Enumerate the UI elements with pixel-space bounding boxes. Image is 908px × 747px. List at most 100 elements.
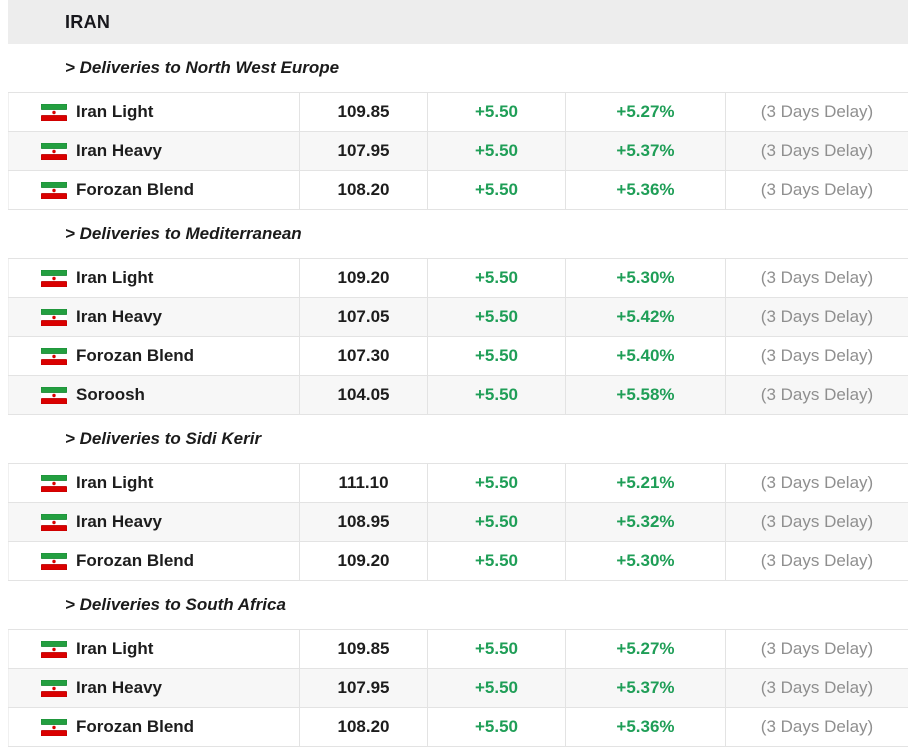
price-table-row[interactable]: Iran Heavy 107.95 +5.50 +5.37% (3 Days D…: [8, 669, 908, 708]
blend-name-cell[interactable]: Soroosh: [8, 376, 299, 414]
change-value: +5.50: [427, 542, 565, 580]
price-value: 109.85: [299, 93, 427, 131]
blend-name-cell[interactable]: Forozan Blend: [8, 708, 299, 746]
change-value: +5.50: [427, 298, 565, 336]
price-value: 111.10: [299, 464, 427, 502]
price-table-row[interactable]: Iran Light 111.10 +5.50 +5.21% (3 Days D…: [8, 464, 908, 503]
percent-change-value: +5.36%: [565, 171, 725, 209]
price-value: 108.20: [299, 171, 427, 209]
price-table-row[interactable]: Iran Light 109.85 +5.50 +5.27% (3 Days D…: [8, 630, 908, 669]
percent-change-value: +5.27%: [565, 93, 725, 131]
percent-change-value: +5.58%: [565, 376, 725, 414]
blend-name-cell[interactable]: Iran Light: [8, 93, 299, 131]
percent-change-value: +5.21%: [565, 464, 725, 502]
blend-name: Iran Light: [76, 102, 154, 121]
iran-flag-icon: [41, 679, 67, 697]
iran-flag-icon: [41, 386, 67, 404]
blend-name-cell[interactable]: Iran Light: [8, 630, 299, 668]
blend-name-cell[interactable]: Forozan Blend: [8, 171, 299, 209]
blend-name: Iran Heavy: [76, 678, 162, 697]
section-title: > Deliveries to North West Europe: [8, 44, 908, 92]
section-title: > Deliveries to South Africa: [8, 581, 908, 629]
change-value: +5.50: [427, 376, 565, 414]
price-value: 108.95: [299, 503, 427, 541]
price-table-row[interactable]: Iran Heavy 107.05 +5.50 +5.42% (3 Days D…: [8, 298, 908, 337]
price-table-row[interactable]: Forozan Blend 109.20 +5.50 +5.30% (3 Day…: [8, 542, 908, 581]
section-rows: Iran Light 109.20 +5.50 +5.30% (3 Days D…: [8, 258, 908, 415]
change-value: +5.50: [427, 259, 565, 297]
delivery-section: > Deliveries to Mediterranean Iran Light…: [8, 210, 908, 415]
percent-change-value: +5.36%: [565, 708, 725, 746]
iran-flag-icon: [41, 513, 67, 531]
iran-flag-icon: [41, 640, 67, 658]
price-value: 108.20: [299, 708, 427, 746]
blend-name-cell[interactable]: Iran Heavy: [8, 503, 299, 541]
blend-name: Forozan Blend: [76, 346, 195, 365]
section-rows: Iran Light 109.85 +5.50 +5.27% (3 Days D…: [8, 92, 908, 210]
change-value: +5.50: [427, 630, 565, 668]
delay-label: (3 Days Delay): [725, 708, 908, 746]
iran-flag-icon: [41, 308, 67, 326]
delay-label: (3 Days Delay): [725, 503, 908, 541]
change-value: +5.50: [427, 337, 565, 375]
price-value: 109.20: [299, 259, 427, 297]
price-table-row[interactable]: Iran Light 109.85 +5.50 +5.27% (3 Days D…: [8, 93, 908, 132]
percent-change-value: +5.37%: [565, 669, 725, 707]
iran-flag-icon: [41, 347, 67, 365]
price-value: 109.20: [299, 542, 427, 580]
blend-name: Iran Light: [76, 639, 154, 658]
delivery-section: > Deliveries to North West Europe Iran L…: [8, 44, 908, 210]
country-header: IRAN: [8, 0, 908, 44]
delay-label: (3 Days Delay): [725, 337, 908, 375]
change-value: +5.50: [427, 464, 565, 502]
iran-flag-icon: [41, 474, 67, 492]
price-table-row[interactable]: Forozan Blend 108.20 +5.50 +5.36% (3 Day…: [8, 708, 908, 747]
iran-flag-icon: [41, 103, 67, 121]
blend-name-cell[interactable]: Iran Light: [8, 464, 299, 502]
change-value: +5.50: [427, 171, 565, 209]
percent-change-value: +5.27%: [565, 630, 725, 668]
iran-flag-icon: [41, 181, 67, 199]
blend-name-cell[interactable]: Iran Heavy: [8, 298, 299, 336]
delay-label: (3 Days Delay): [725, 132, 908, 170]
delivery-section: > Deliveries to Sidi Kerir Iran Light 11…: [8, 415, 908, 581]
price-table-row[interactable]: Soroosh 104.05 +5.50 +5.58% (3 Days Dela…: [8, 376, 908, 415]
change-value: +5.50: [427, 708, 565, 746]
price-table-row[interactable]: Iran Light 109.20 +5.50 +5.30% (3 Days D…: [8, 259, 908, 298]
section-rows: Iran Light 109.85 +5.50 +5.27% (3 Days D…: [8, 629, 908, 747]
blend-name-cell[interactable]: Forozan Blend: [8, 542, 299, 580]
blend-name-cell[interactable]: Iran Light: [8, 259, 299, 297]
blend-name: Forozan Blend: [76, 551, 195, 570]
iran-flag-icon: [41, 718, 67, 736]
price-value: 107.95: [299, 669, 427, 707]
delay-label: (3 Days Delay): [725, 669, 908, 707]
delivery-section: > Deliveries to South Africa Iran Light …: [8, 581, 908, 747]
blend-name: Forozan Blend: [76, 717, 195, 736]
price-table-row[interactable]: Iran Heavy 107.95 +5.50 +5.37% (3 Days D…: [8, 132, 908, 171]
price-value: 109.85: [299, 630, 427, 668]
blend-name-cell[interactable]: Iran Heavy: [8, 669, 299, 707]
percent-change-value: +5.30%: [565, 259, 725, 297]
price-table-row[interactable]: Forozan Blend 108.20 +5.50 +5.36% (3 Day…: [8, 171, 908, 210]
price-table-row[interactable]: Forozan Blend 107.30 +5.50 +5.40% (3 Day…: [8, 337, 908, 376]
price-table-row[interactable]: Iran Heavy 108.95 +5.50 +5.32% (3 Days D…: [8, 503, 908, 542]
change-value: +5.50: [427, 132, 565, 170]
blend-name: Iran Heavy: [76, 307, 162, 326]
section-title: > Deliveries to Mediterranean: [8, 210, 908, 258]
blend-name: Iran Light: [76, 268, 154, 287]
blend-name: Iran Heavy: [76, 512, 162, 531]
change-value: +5.50: [427, 93, 565, 131]
percent-change-value: +5.37%: [565, 132, 725, 170]
blend-name-cell[interactable]: Forozan Blend: [8, 337, 299, 375]
delay-label: (3 Days Delay): [725, 171, 908, 209]
blend-name: Forozan Blend: [76, 180, 195, 199]
percent-change-value: +5.30%: [565, 542, 725, 580]
sections-container: > Deliveries to North West Europe Iran L…: [8, 44, 908, 747]
iran-flag-icon: [41, 142, 67, 160]
section-rows: Iran Light 111.10 +5.50 +5.21% (3 Days D…: [8, 463, 908, 581]
iran-flag-icon: [41, 552, 67, 570]
delay-label: (3 Days Delay): [725, 376, 908, 414]
blend-name: Soroosh: [76, 385, 145, 404]
blend-name-cell[interactable]: Iran Heavy: [8, 132, 299, 170]
country-title: IRAN: [65, 11, 111, 32]
